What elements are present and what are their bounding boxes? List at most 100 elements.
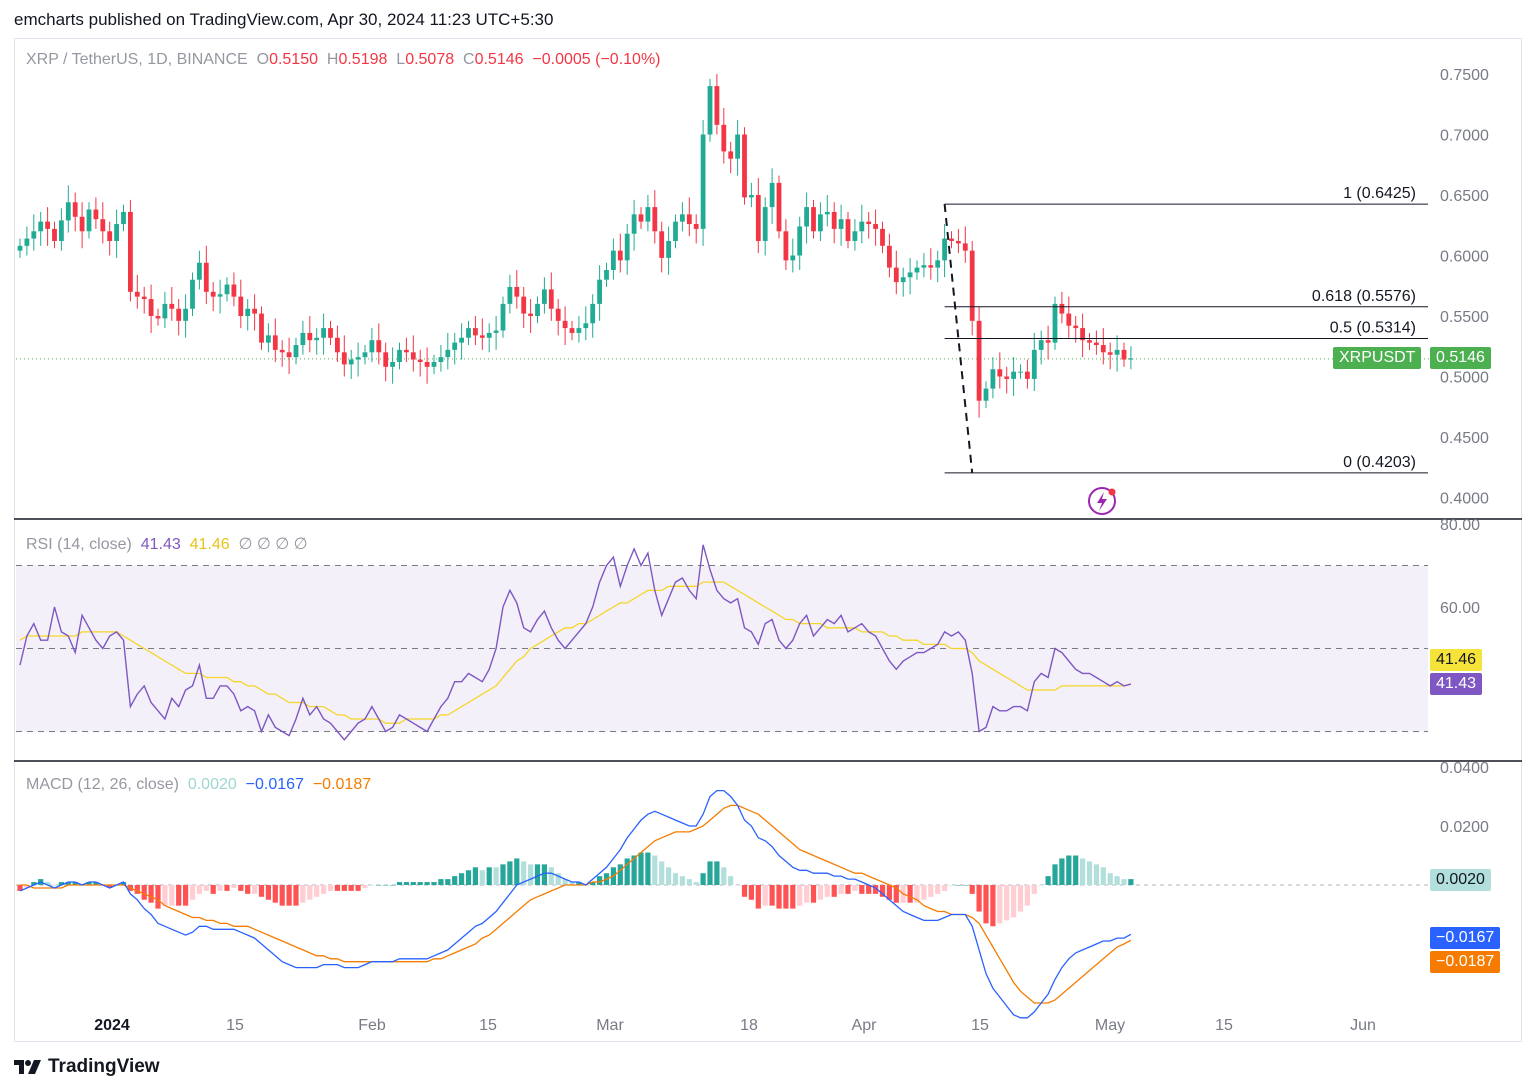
- macd-histogram-bar: [838, 885, 844, 894]
- macd-histogram-bar: [1107, 873, 1113, 885]
- macd-histogram-bar: [258, 885, 265, 897]
- ticker-tag: XRPUSDT: [1333, 347, 1422, 369]
- macd-signal-value: −0.0187: [312, 776, 372, 793]
- candle-body: [148, 299, 154, 316]
- macd-histogram-bar: [500, 864, 506, 885]
- macd-legend: MACD (12, 26, close) 0.0020 −0.0167 −0.0…: [26, 776, 371, 794]
- candle-body: [65, 202, 71, 221]
- macd-histogram-bar: [569, 882, 575, 885]
- candle-body: [114, 224, 119, 241]
- price-axis-tick: 0.6000: [1440, 249, 1489, 266]
- candle-body: [686, 214, 692, 225]
- candle-body: [307, 332, 313, 341]
- time-axis-tick: 2024: [94, 1017, 130, 1034]
- macd-histogram-bar: [659, 861, 665, 885]
- candle-body: [852, 231, 858, 241]
- macd-histogram-bar: [990, 885, 996, 927]
- macd-histogram-bar: [686, 879, 692, 885]
- candle-body: [680, 214, 685, 222]
- candle-body: [217, 294, 223, 297]
- candle-body: [493, 330, 499, 333]
- candle-body: [583, 323, 589, 329]
- high-value: 0.5198: [338, 51, 388, 68]
- macd-histogram-bar: [521, 861, 527, 885]
- price-axis-tick: 0.7500: [1440, 67, 1489, 84]
- candle-body: [728, 151, 734, 159]
- macd-histogram-bar: [45, 882, 51, 885]
- candle-body: [797, 226, 803, 256]
- macd-histogram-bar: [969, 885, 975, 894]
- high-label: H: [326, 51, 339, 68]
- macd-histogram-bar: [217, 885, 223, 891]
- candle-body: [604, 270, 609, 280]
- macd-axis-tick: 0.0200: [1440, 819, 1489, 836]
- candle-body: [935, 260, 941, 268]
- macd-line: [19, 789, 1132, 1019]
- footer-brand[interactable]: TradingView: [14, 1056, 160, 1078]
- candle-body: [831, 211, 837, 229]
- candle-body: [673, 221, 678, 241]
- candle-body: [521, 296, 527, 314]
- macd-histogram-bar: [1121, 879, 1127, 885]
- candle-body: [900, 277, 906, 283]
- macd-histogram-bar: [493, 867, 499, 885]
- macd-histogram-bar: [93, 882, 99, 885]
- macd-histogram-bar: [445, 879, 451, 885]
- candle-body: [203, 262, 209, 292]
- macd-histogram-bar: [479, 870, 485, 885]
- macd-histogram-bar: [576, 882, 582, 885]
- macd-histogram-bar: [189, 885, 196, 900]
- candle-body: [956, 240, 961, 244]
- last-price-tag: 0.5146: [1430, 347, 1491, 369]
- macd-histogram-bar: [859, 885, 865, 894]
- rsi-ma-tag: 41.46: [1430, 649, 1483, 671]
- candle-body: [1038, 340, 1044, 350]
- change-value: −0.0005 (−0.10%): [532, 51, 661, 68]
- time-axis-tick: 15: [479, 1017, 497, 1034]
- candle-body: [514, 286, 520, 297]
- candle-body: [190, 279, 195, 309]
- macd-histogram-bar: [721, 867, 727, 885]
- candle-body: [576, 328, 582, 333]
- candle-body: [611, 250, 616, 271]
- macd-histogram-bar: [1038, 885, 1044, 886]
- footer-brand-text: TradingView: [48, 1056, 160, 1077]
- macd-histogram-bar: [58, 882, 64, 885]
- candle-body: [452, 342, 458, 350]
- rsi-ma-line: [19, 581, 1132, 724]
- macd-histogram-bar: [1128, 879, 1134, 885]
- close-value: 0.5146: [474, 51, 524, 68]
- price-axis-tick: 0.4000: [1440, 491, 1489, 508]
- candle-body: [1011, 371, 1016, 379]
- macd-histogram-bar: [472, 867, 478, 885]
- macd-hist-value: 0.0020: [187, 776, 237, 793]
- time-axis-tick: Apr: [852, 1017, 878, 1034]
- candle-body: [279, 349, 285, 353]
- candle-body: [486, 332, 492, 338]
- candle-body: [776, 182, 782, 232]
- macd-histogram-bar: [666, 867, 672, 885]
- fib-level-label: 0 (0.4203): [1343, 454, 1416, 471]
- fib-level-label: 0.5 (0.5314): [1330, 320, 1416, 337]
- macd-histogram-bar: [955, 885, 961, 886]
- candle-body: [645, 207, 651, 222]
- open-value: 0.5150: [269, 51, 318, 68]
- rsi-axis-tick: 60.00: [1440, 600, 1480, 617]
- macd-histogram-bar: [762, 885, 768, 906]
- candle-body: [859, 221, 865, 232]
- candle-body: [404, 349, 409, 353]
- macd-histogram-bar: [252, 885, 258, 894]
- macd-histogram-bar: [997, 885, 1003, 924]
- macd-histogram-bar: [562, 879, 568, 885]
- macd-histogram-bar: [452, 876, 458, 885]
- rsi-axis-tick: 80.00: [1440, 517, 1480, 534]
- candle-body: [721, 124, 727, 152]
- macd-histogram-bar: [866, 885, 872, 894]
- candle-body: [369, 340, 375, 353]
- macd-histogram-bar: [31, 882, 37, 885]
- macd-histogram-bar: [617, 864, 623, 885]
- macd-histogram-bar: [424, 882, 430, 885]
- chart-frame[interactable]: [14, 38, 1522, 1042]
- candle-body: [93, 209, 99, 220]
